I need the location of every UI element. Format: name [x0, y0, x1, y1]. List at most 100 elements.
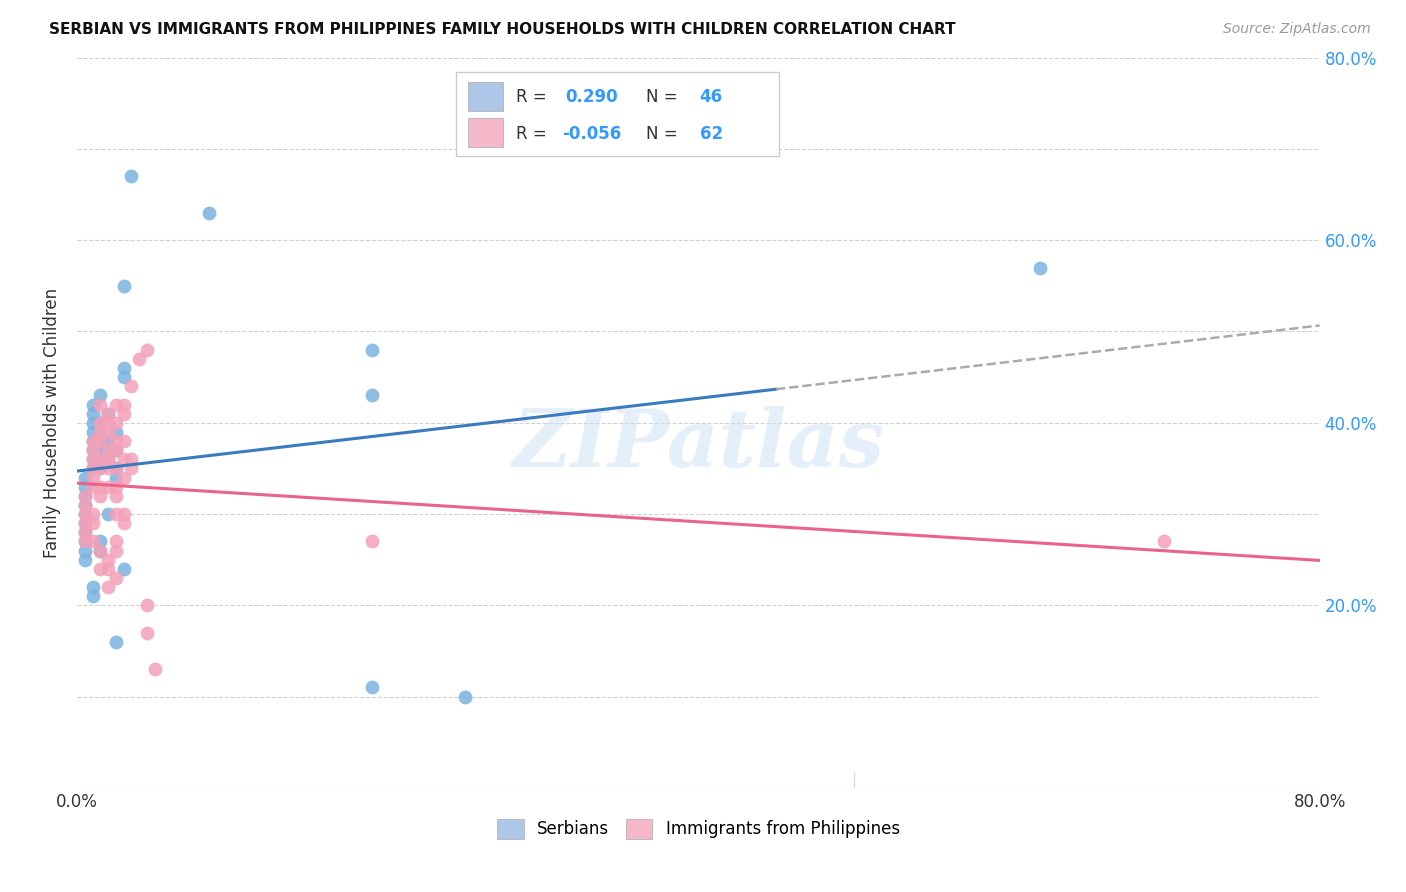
Text: N =: N =	[647, 125, 683, 143]
Point	[97, 425, 120, 439]
Text: N =: N =	[647, 88, 683, 106]
Point	[120, 452, 142, 467]
Point	[82, 443, 104, 458]
Point	[97, 443, 120, 458]
Point	[89, 562, 111, 576]
Point	[112, 434, 135, 448]
Point	[82, 407, 104, 421]
Point	[82, 452, 104, 467]
Text: 62: 62	[700, 125, 723, 143]
Text: R =: R =	[516, 125, 551, 143]
Point	[112, 407, 135, 421]
Point	[89, 434, 111, 448]
FancyBboxPatch shape	[456, 72, 779, 156]
Point	[82, 480, 104, 494]
Point	[112, 278, 135, 293]
Point	[89, 416, 111, 430]
Point	[89, 416, 111, 430]
FancyBboxPatch shape	[468, 119, 503, 147]
Text: 0.290: 0.290	[565, 88, 619, 106]
Point	[89, 443, 111, 458]
FancyBboxPatch shape	[468, 82, 503, 111]
Point	[104, 397, 127, 411]
Point	[454, 690, 477, 704]
Point	[104, 416, 127, 430]
Point	[89, 434, 111, 448]
Point	[112, 562, 135, 576]
Point	[73, 543, 96, 558]
Point	[361, 534, 384, 549]
Point	[82, 452, 104, 467]
Text: R =: R =	[516, 88, 551, 106]
Point	[82, 397, 104, 411]
Point	[97, 434, 120, 448]
Point	[82, 516, 104, 530]
Text: SERBIAN VS IMMIGRANTS FROM PHILIPPINES FAMILY HOUSEHOLDS WITH CHILDREN CORRELATI: SERBIAN VS IMMIGRANTS FROM PHILIPPINES F…	[49, 22, 956, 37]
Point	[82, 589, 104, 603]
Point	[128, 351, 150, 366]
Point	[82, 470, 104, 484]
Point	[89, 480, 111, 494]
Point	[97, 580, 120, 594]
Point	[104, 461, 127, 475]
Point	[73, 516, 96, 530]
Point	[73, 489, 96, 503]
Point	[104, 534, 127, 549]
Point	[136, 625, 159, 640]
Point	[89, 461, 111, 475]
Text: Source: ZipAtlas.com: Source: ZipAtlas.com	[1223, 22, 1371, 37]
Point	[112, 507, 135, 521]
Point	[143, 662, 166, 676]
Point	[104, 470, 127, 484]
Point	[82, 443, 104, 458]
Point	[97, 416, 120, 430]
Point	[104, 443, 127, 458]
Point	[97, 562, 120, 576]
Point	[112, 397, 135, 411]
Point	[104, 443, 127, 458]
Point	[89, 397, 111, 411]
Point	[104, 571, 127, 585]
Point	[97, 507, 120, 521]
Point	[112, 370, 135, 384]
Point	[104, 635, 127, 649]
Point	[97, 461, 120, 475]
Point	[104, 507, 127, 521]
Point	[73, 525, 96, 540]
Point	[112, 470, 135, 484]
Legend: Serbians, Immigrants from Philippines: Serbians, Immigrants from Philippines	[491, 813, 907, 846]
Point	[104, 480, 127, 494]
Point	[82, 507, 104, 521]
Point	[89, 489, 111, 503]
Point	[73, 498, 96, 512]
Point	[136, 343, 159, 357]
Point	[82, 434, 104, 448]
Point	[361, 388, 384, 402]
Point	[104, 543, 127, 558]
Point	[73, 516, 96, 530]
Point	[82, 534, 104, 549]
Point	[82, 425, 104, 439]
Text: ZIPatlas: ZIPatlas	[512, 406, 884, 483]
Point	[198, 206, 221, 220]
Point	[73, 507, 96, 521]
Point	[136, 599, 159, 613]
Point	[120, 461, 142, 475]
Point	[1153, 534, 1175, 549]
Point	[82, 461, 104, 475]
Point	[112, 452, 135, 467]
Point	[97, 552, 120, 566]
Point	[82, 580, 104, 594]
Point	[97, 480, 120, 494]
Text: -0.056: -0.056	[561, 125, 621, 143]
Point	[97, 452, 120, 467]
Point	[89, 425, 111, 439]
Point	[89, 452, 111, 467]
Y-axis label: Family Households with Children: Family Households with Children	[44, 288, 60, 558]
Point	[89, 388, 111, 402]
Point	[97, 452, 120, 467]
Point	[97, 443, 120, 458]
Point	[82, 416, 104, 430]
Point	[89, 543, 111, 558]
Point	[112, 361, 135, 376]
